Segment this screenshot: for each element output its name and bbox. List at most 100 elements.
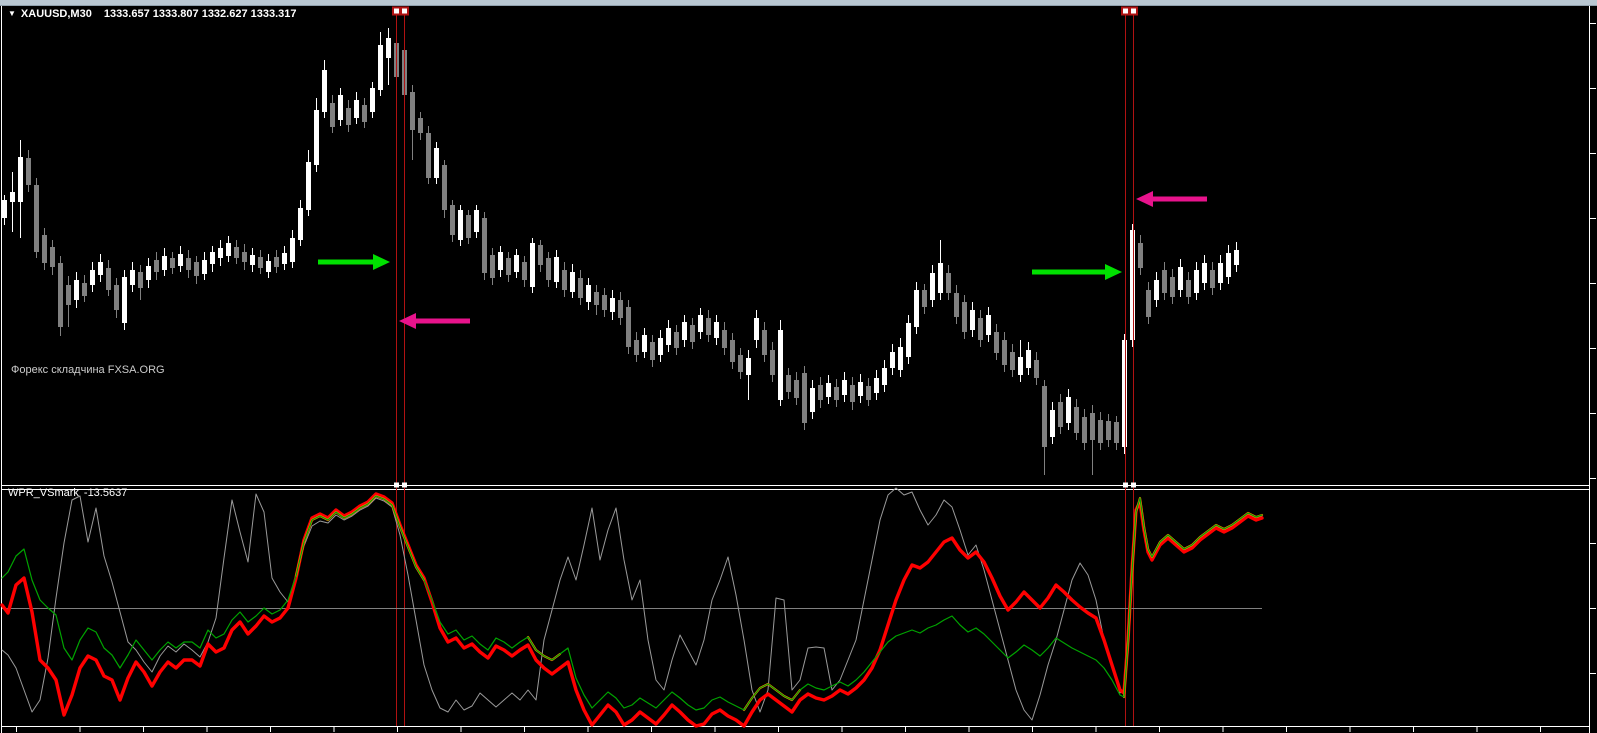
candle-body-up [122,277,127,323]
candle-body-down [650,342,655,360]
candle-body-down [546,258,551,280]
candle-body-down [450,205,455,235]
candle-body-down [618,300,623,318]
candle-body-down [730,340,735,362]
buy-arrow-head[interactable] [1105,264,1122,280]
candle-body-up [74,280,79,300]
axis-ticks [16,23,1596,732]
candle-body-down [426,133,431,178]
candle-body-up [10,192,15,202]
candle-body-up [1130,230,1135,340]
candle-body-up [130,270,135,285]
candle-body-up [714,322,719,338]
candle-body-up [354,100,359,118]
candle-body-up [290,238,295,262]
candle-body-up [178,254,183,266]
candle-body-up [1050,410,1055,437]
candle-body-down [706,318,711,335]
candle-body-up [314,110,319,165]
candle-body-up [434,148,439,178]
vline-junction-handle[interactable] [402,482,407,488]
candle-body-up [514,255,519,272]
wpr-red-line [0,492,1264,728]
candle-body-up [1194,270,1199,293]
vline-top-handle[interactable] [1129,6,1138,16]
candle-body-down [154,260,159,272]
candle-body-down [674,332,679,348]
candle-body-up [914,290,919,327]
candle-body-up [298,208,303,240]
vline-top-handle[interactable] [392,6,401,16]
candle-body-down [410,92,415,130]
vline-top-handle[interactable] [400,6,409,16]
candle-body-up [474,210,479,232]
candle-body-up [554,257,559,282]
sell-arrow-head[interactable] [1136,191,1153,207]
vline-junction-handle[interactable] [1123,482,1128,488]
candle-body-down [186,258,191,270]
candle-body-down [138,272,143,288]
candle-body-up [586,285,591,302]
candle-body-down [114,285,119,310]
candle-body-up [250,255,255,265]
candle-body-down [258,257,263,268]
candle-body-up [658,338,663,355]
vertical-line-markers[interactable] [392,6,1138,488]
candles [2,28,1239,475]
candle-body-up [874,378,879,393]
indicator-label: WPR_VSmark -13.5637 [8,487,127,499]
candle-body-down [1098,420,1103,443]
candle-body-up [1018,357,1023,375]
candle-body-down [1162,270,1167,293]
candle-body-up [226,243,231,256]
chart-frame [1,6,1590,733]
wpr-gray-line [1,487,1263,721]
candle-body-up [498,252,503,270]
candle-body-down [594,292,599,305]
candle-body-down [994,332,999,353]
vertical-lines[interactable] [396,8,1134,726]
candle-body-up [1202,263,1207,283]
candle-body-down [1058,402,1063,427]
candle-body-down [1146,290,1151,317]
candle-body-up [1218,263,1223,283]
candle-body-down [362,105,367,122]
candle-body-up [898,347,903,370]
candle-body-down [50,247,55,267]
candle-body-down [866,386,871,400]
vline-junction-handle[interactable] [394,482,399,488]
vline-junction-handle[interactable] [1131,482,1136,488]
candle-body-up [610,298,615,312]
candle-body-up [746,358,751,375]
candle-body-down [602,295,607,310]
candle-body-down [786,375,791,392]
symbol-timeframe-label: XAUUSD,M30 [20,8,92,20]
candle-body-down [818,385,823,400]
candle-body-down [58,263,63,327]
candle-body-down [1042,386,1047,447]
candle-body-down [66,285,71,305]
symbol-dropdown-icon[interactable]: ▼ [8,9,16,18]
signal-arrows[interactable] [318,191,1207,329]
chart-title: ▼ XAUUSD,M30 1333.657 1333.807 1332.627 13… [8,8,297,20]
indicator-value: -13.5637 [83,487,128,499]
candle-body-up [842,380,847,395]
candle-body-up [1122,340,1127,447]
vline-top-handle[interactable] [1121,6,1130,16]
wpr-green-line [1,495,1263,711]
candle-body-up [162,256,167,270]
candle-body-up [210,252,215,264]
candle-body-down [1082,417,1087,443]
candle-body-down [1186,280,1191,297]
candle-body-up [698,315,703,332]
candle-body-down [538,245,543,265]
candle-body-down [466,215,471,238]
candle-body-down [170,258,175,268]
candle-body-down [634,340,639,355]
candle-body-up [386,38,391,58]
sell-arrow-head[interactable] [399,313,416,329]
candle-body-down [578,278,583,298]
candle-body-up [826,383,831,397]
buy-arrow-head[interactable] [373,254,390,270]
